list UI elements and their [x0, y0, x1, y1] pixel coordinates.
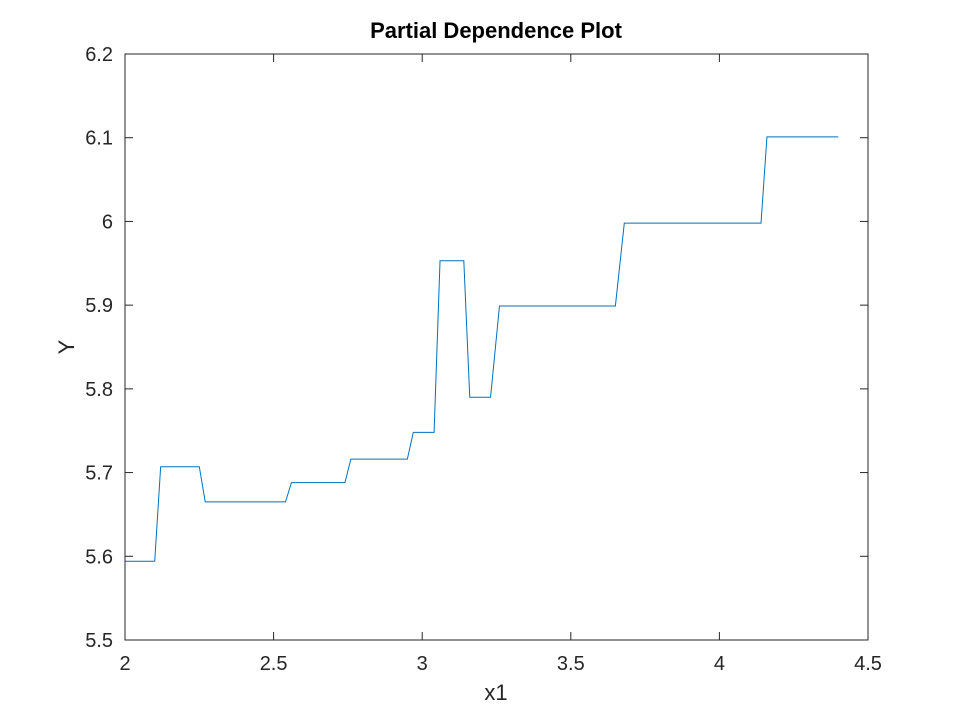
y-tick-label: 5.6 — [85, 546, 113, 568]
x-tick-label: 4 — [714, 653, 725, 675]
y-tick-label: 6 — [102, 211, 113, 233]
series-layer — [125, 136, 839, 562]
series-line-0 — [125, 136, 839, 562]
axes-box — [124, 53, 869, 641]
chart-title: Partial Dependence Plot — [370, 18, 623, 43]
y-axis-label: Y — [54, 339, 79, 354]
y-tick-label: 5.7 — [85, 463, 113, 485]
plot-background — [125, 54, 868, 640]
x-tick-label: 3 — [417, 653, 428, 675]
x-tick-label: 2 — [119, 653, 130, 675]
y-tick-label: 5.5 — [85, 630, 113, 652]
x-tick-label: 4.5 — [854, 653, 882, 675]
y-tick-label: 6.2 — [85, 44, 113, 66]
y-tick-label: 5.9 — [85, 295, 113, 317]
x-axis-label: x1 — [484, 680, 507, 705]
x-tick-label: 3.5 — [557, 653, 585, 675]
ticks-layer: 2 2.5 3 3.5 4 4.5 5.5 5.6 5.7 5.8 5.9 6 6.1 6.2 — [85, 44, 882, 675]
x-tick-label: 2.5 — [260, 653, 288, 675]
y-tick-label: 6.1 — [85, 128, 113, 150]
y-tick-label: 5.8 — [85, 379, 113, 401]
